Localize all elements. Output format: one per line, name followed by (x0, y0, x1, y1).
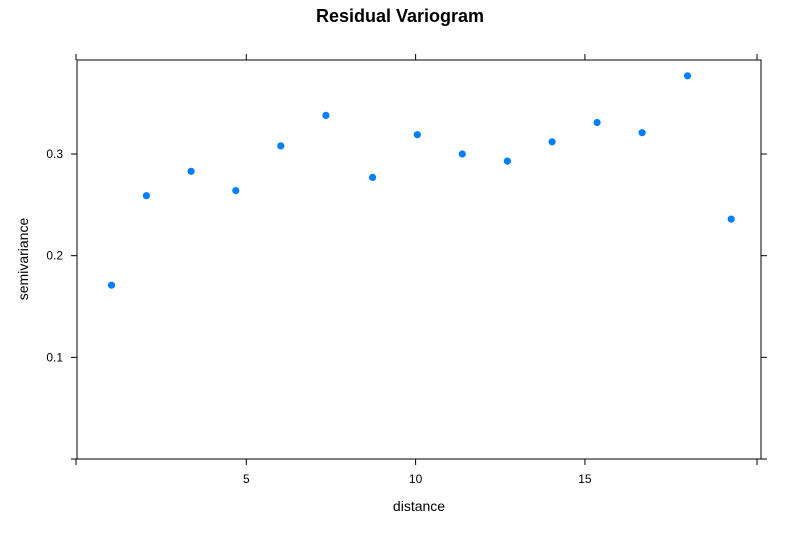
data-point (107, 281, 116, 289)
x-axis-label: distance (393, 498, 445, 514)
data-point (322, 111, 330, 119)
data-points (107, 72, 735, 289)
y-axis-label: semivariance (15, 218, 31, 301)
data-point (369, 173, 377, 181)
axis-ticks: 5 10 15 0.1 0.2 0.3 (46, 54, 767, 486)
chart-title: Residual Variogram (316, 6, 484, 26)
y-tick-label: 0.2 (46, 249, 63, 263)
y-tick-label: 0.1 (46, 350, 63, 364)
data-point (727, 215, 735, 223)
x-tick-label: 5 (243, 472, 250, 486)
data-point (187, 167, 195, 175)
x-tick-label: 10 (409, 472, 423, 486)
x-tick-label: 15 (578, 472, 592, 486)
data-point (277, 142, 285, 150)
data-point (413, 131, 421, 139)
data-point (638, 129, 646, 137)
data-point (593, 118, 601, 127)
data-point (458, 150, 466, 158)
data-point (548, 138, 556, 146)
data-point (142, 192, 150, 200)
data-point (232, 187, 240, 195)
y-tick-label: 0.3 (46, 147, 63, 161)
plot-frame (76, 59, 762, 460)
data-point (683, 72, 692, 80)
data-point (503, 157, 511, 165)
